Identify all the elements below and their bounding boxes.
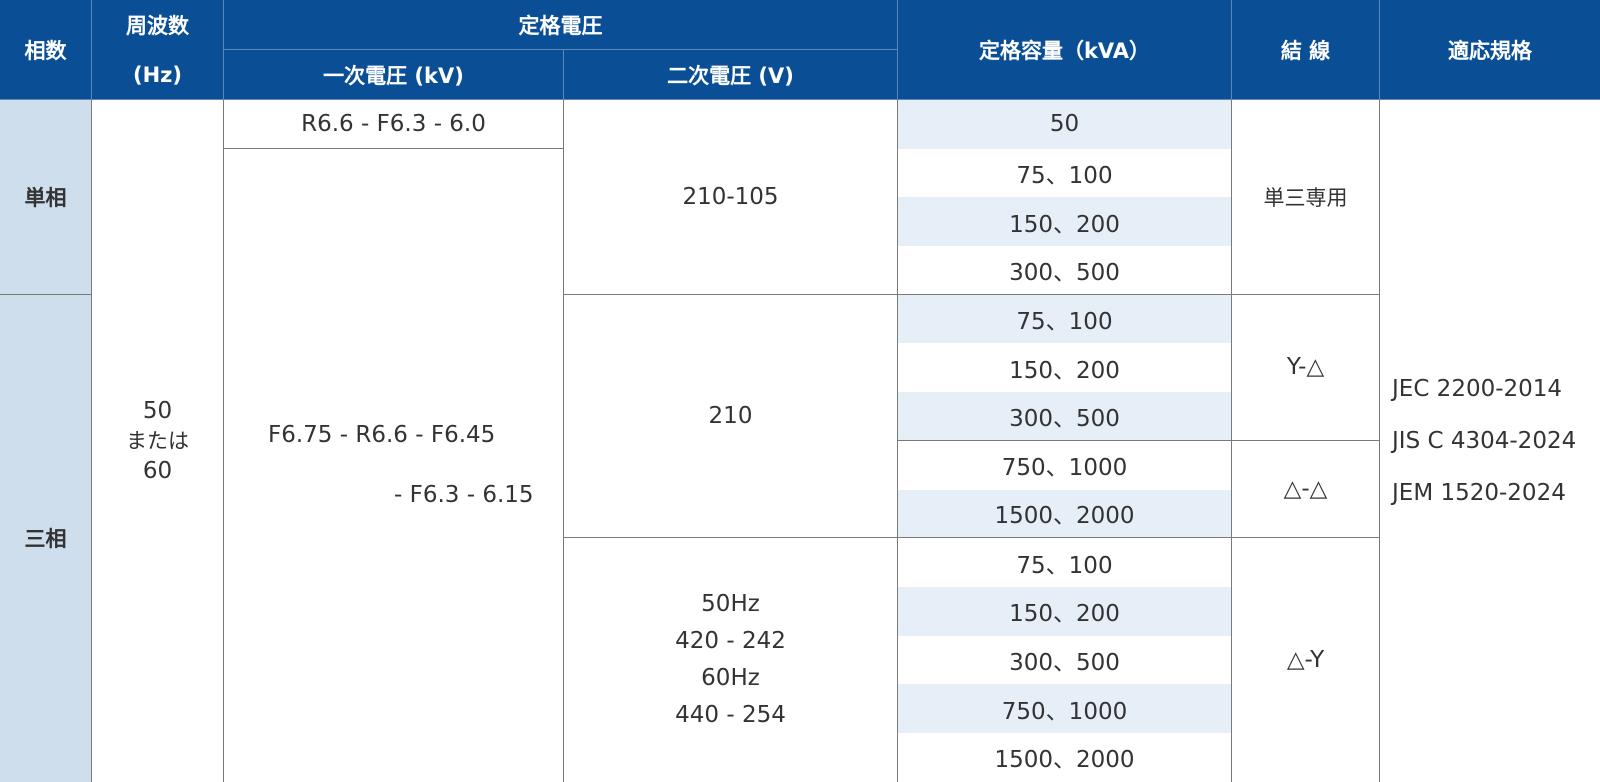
capacity-cell: 750、1000: [898, 440, 1232, 490]
frequency-line: または: [126, 428, 189, 453]
capacity-cell: 75、100: [898, 148, 1232, 198]
frequency-lines: 50 または 60: [126, 396, 189, 486]
secondary-voltage-line: 440 - 254: [675, 701, 786, 728]
capacity-cell: 300、500: [898, 246, 1232, 295]
capacity-cell: 150、200: [898, 586, 1232, 636]
secondary-voltage-lines: 50Hz 420 - 242 60Hz 440 - 254: [675, 586, 786, 734]
primary-voltage-line: F6.75 - R6.6 - F6.45: [268, 422, 496, 449]
connection-y-delta: Y-△: [1232, 294, 1380, 441]
header-connection: 結 線: [1232, 0, 1380, 100]
header-rated-capacity: 定格容量（kVA）: [898, 0, 1232, 100]
capacity-cell: 75、100: [898, 538, 1232, 587]
standard-item: JIS C 4304-2024: [1392, 427, 1577, 454]
capacity-cell: 300、500: [898, 392, 1232, 441]
capacity-cell: 750、1000: [898, 684, 1232, 733]
capacity-cell: 50: [898, 100, 1232, 149]
header-secondary-voltage: 二次電圧 (V): [564, 50, 898, 100]
secondary-voltage-high: 50Hz 420 - 242 60Hz 440 - 254: [564, 538, 898, 782]
connection-delta-delta: △-△: [1232, 440, 1380, 539]
frequency-line: 60: [142, 457, 173, 484]
header-phase: 相数: [0, 0, 92, 100]
header-standards: 適応規格: [1380, 0, 1600, 100]
standard-item: JEM 1520-2024: [1392, 479, 1566, 506]
connection-single: 単三専用: [1232, 100, 1380, 295]
header-rated-voltage: 定格電圧: [224, 0, 898, 50]
capacity-cell: 75、100: [898, 294, 1232, 344]
header-primary-voltage: 一次電圧 (kV): [224, 50, 564, 100]
capacity-cell: 1500、2000: [898, 732, 1232, 782]
standards-cell: JEC 2200-2014 JIS C 4304-2024 JEM 1520-2…: [1380, 100, 1600, 782]
secondary-voltage-210: 210: [564, 294, 898, 539]
secondary-voltage-line: 420 - 242: [675, 627, 786, 654]
primary-voltage-three: F6.75 - R6.6 - F6.45 - F6.3 - 6.15: [224, 148, 564, 782]
secondary-voltage-line: 60Hz: [701, 664, 760, 691]
capacity-cell: 150、200: [898, 197, 1232, 247]
secondary-voltage-line: 50Hz: [701, 590, 760, 617]
connection-delta-y: △-Y: [1232, 538, 1380, 782]
standard-item: JEC 2200-2014: [1392, 375, 1563, 402]
phase-single: 単相: [0, 100, 92, 295]
phase-three: 三相: [0, 294, 92, 782]
header-frequency-unit: (Hz): [92, 50, 224, 100]
frequency-line: 50: [142, 397, 173, 424]
primary-voltage-lines: F6.75 - R6.6 - F6.45 - F6.3 - 6.15: [224, 405, 563, 525]
secondary-voltage-single: 210-105: [564, 100, 898, 295]
primary-voltage-single: R6.6 - F6.3 - 6.0: [224, 100, 564, 149]
primary-voltage-line: - F6.3 - 6.15: [394, 482, 534, 509]
header-frequency: 周波数: [92, 0, 224, 50]
capacity-cell: 1500、2000: [898, 489, 1232, 539]
standards-list: JEC 2200-2014 JIS C 4304-2024 JEM 1520-2…: [1380, 363, 1600, 519]
capacity-cell: 150、200: [898, 343, 1232, 393]
frequency-cell: 50 または 60: [92, 100, 224, 782]
capacity-cell: 300、500: [898, 635, 1232, 685]
